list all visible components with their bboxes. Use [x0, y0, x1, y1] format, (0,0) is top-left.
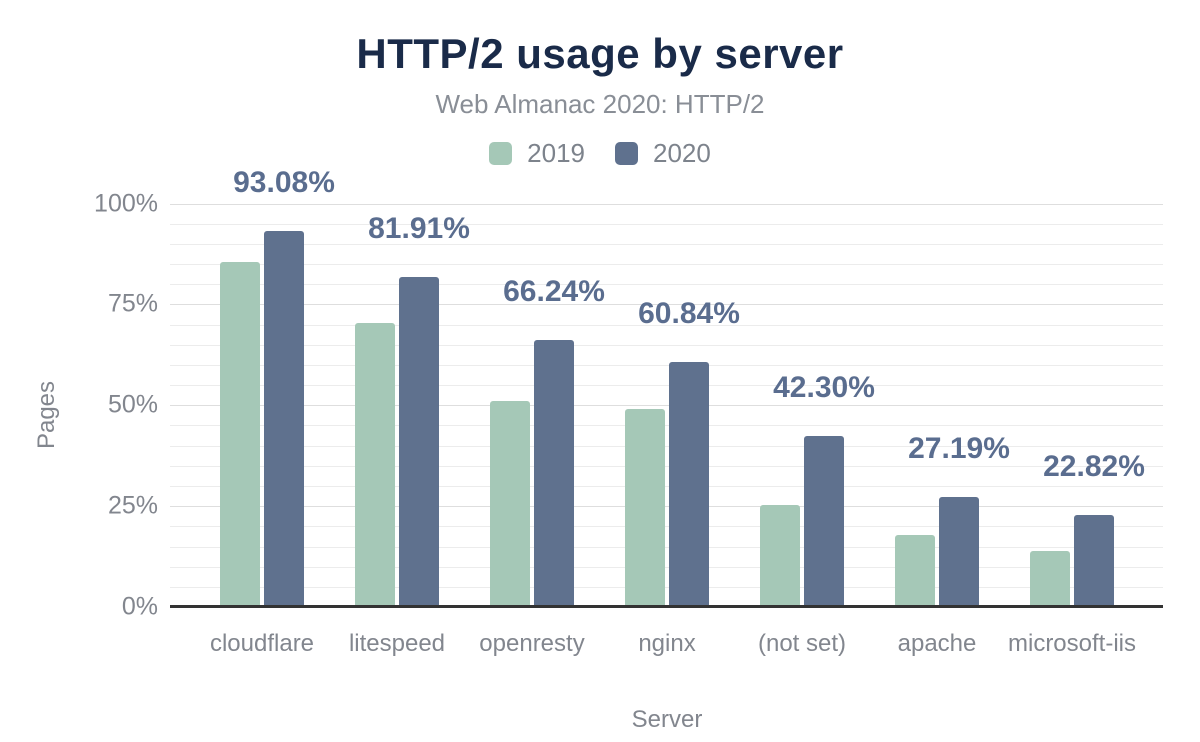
gridline-55	[170, 385, 1163, 387]
gridline-20	[170, 526, 1163, 528]
gridline-75	[170, 304, 1163, 306]
data-label-2020-cloudflare: 93.08%	[233, 166, 335, 200]
gridline-90	[170, 243, 1163, 245]
bar-2019-nginx[interactable]	[625, 408, 665, 607]
bar-2020-not-set[interactable]	[804, 436, 844, 607]
y-tick-25: 25%	[107, 491, 158, 520]
legend-swatch-2020	[615, 141, 638, 165]
bar-2019-litespeed[interactable]	[355, 322, 395, 607]
legend-label-2020: 2020	[653, 137, 711, 168]
gridline-100	[170, 203, 1163, 205]
chart-subtitle: Web Almanac 2020: HTTP/2	[435, 89, 765, 119]
bar-2019-apache[interactable]	[895, 535, 935, 607]
x-tick-cloudflare: cloudflare	[209, 630, 315, 657]
bar-2020-apache[interactable]	[939, 497, 979, 607]
data-label-2020-openresty: 66.24%	[503, 274, 605, 308]
gridline-25	[170, 506, 1163, 508]
bar-2020-cloudflare[interactable]	[264, 231, 304, 607]
x-tick-nginx: nginx	[638, 630, 696, 657]
gridline-45	[170, 425, 1163, 427]
data-label-2020-nginx: 60.84%	[638, 296, 740, 330]
gridline-65	[170, 344, 1163, 346]
bar-2020-litespeed[interactable]	[399, 276, 439, 607]
data-label-2020-microsoft-iis: 22.82%	[1043, 449, 1145, 483]
gridline-15	[170, 546, 1163, 548]
y-tick-75: 75%	[107, 289, 158, 318]
gridline-85	[170, 264, 1163, 265]
data-label-2020-litespeed: 81.91%	[368, 211, 470, 245]
legend-item-2019: 2019	[489, 138, 585, 169]
x-axis-line	[170, 605, 1163, 608]
y-axis-title: Pages	[33, 380, 60, 450]
bar-2020-nginx[interactable]	[669, 361, 709, 607]
gridline-70	[170, 324, 1163, 326]
x-tick-apache: apache	[897, 630, 977, 657]
gridline-95	[170, 223, 1163, 225]
gridline-5	[170, 586, 1163, 588]
gridline-10	[170, 566, 1163, 568]
y-tick-100: 100%	[94, 189, 158, 217]
y-tick-0: 0%	[121, 592, 158, 621]
legend-label-2019: 2019	[527, 137, 585, 168]
gridline-60	[170, 364, 1163, 366]
y-tick-50: 50%	[107, 390, 158, 419]
legend: 2019 2020	[0, 138, 1200, 169]
chart-title: HTTP/2 usage by server	[356, 30, 844, 77]
bar-2020-openresty[interactable]	[534, 339, 574, 607]
gridline-30	[170, 485, 1163, 487]
gridline-35	[170, 465, 1163, 467]
legend-swatch-2019	[489, 141, 513, 165]
bar-2019-microsoft-iis[interactable]	[1030, 550, 1070, 607]
x-tick-not-set: (not set)	[757, 630, 847, 657]
bar-2019-openresty[interactable]	[490, 401, 530, 607]
bar-2020-microsoft-iis[interactable]	[1074, 514, 1114, 607]
bar-2019-cloudflare[interactable]	[220, 262, 260, 607]
x-tick-litespeed: litespeed	[348, 630, 446, 657]
gridline-50	[170, 405, 1163, 407]
data-label-2020-apache: 27.19%	[908, 432, 1010, 466]
legend-item-2020: 2020	[615, 138, 711, 169]
gridline-80	[170, 284, 1163, 286]
x-tick-microsoft-iis: microsoft-iis	[1007, 630, 1137, 657]
x-tick-openresty: openresty	[479, 630, 585, 657]
gridline-40	[170, 445, 1163, 447]
data-label-2020-not-set: 42.30%	[773, 371, 875, 405]
bar-2019-not-set[interactable]	[760, 504, 800, 607]
x-axis-title: Server	[631, 706, 703, 733]
